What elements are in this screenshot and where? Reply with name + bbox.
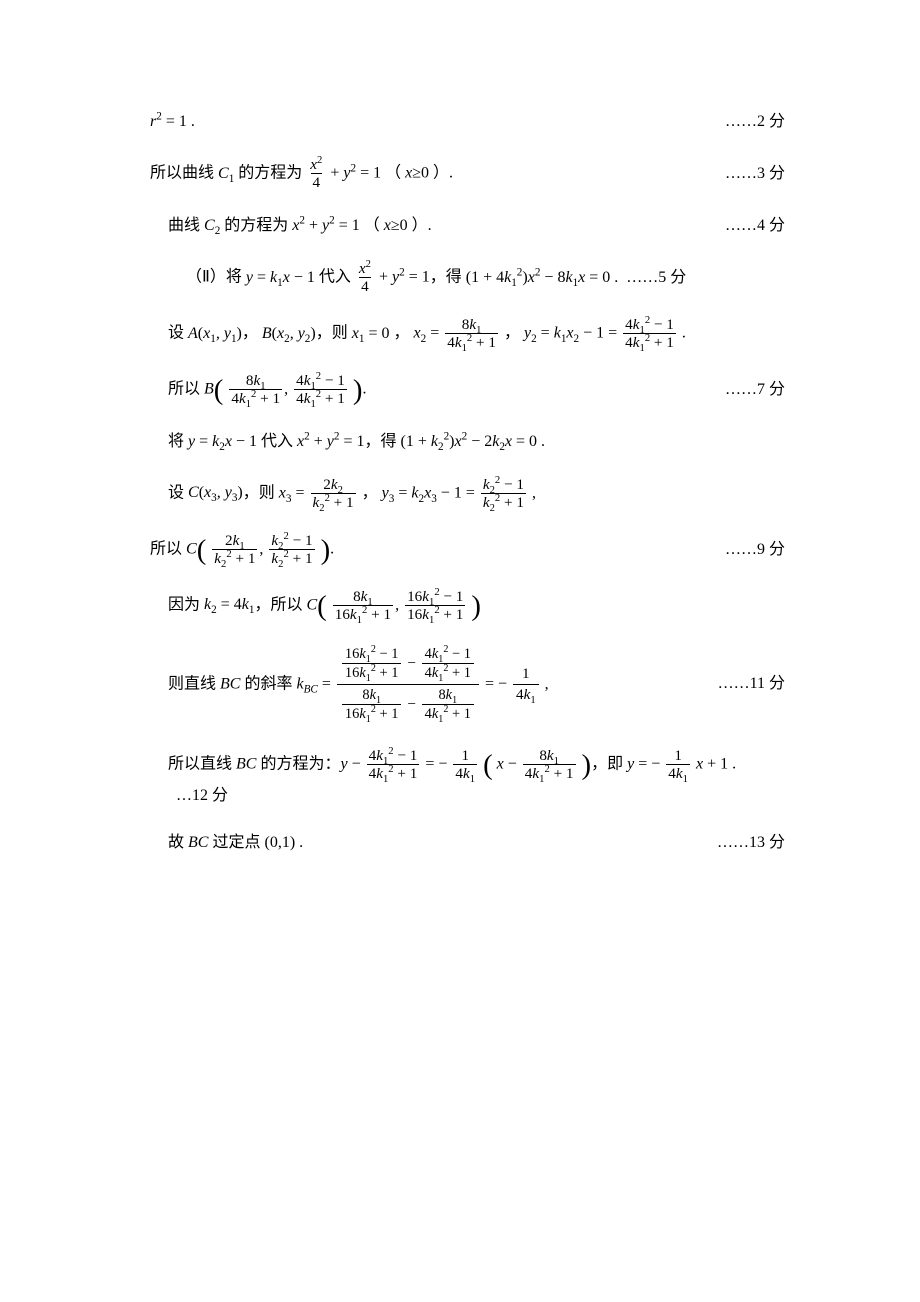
solution-line: 所以曲线 C1 的方程为 x24 + y2 = 1 （ x≥0 ）. ……3 分 [150,156,785,192]
score-marker: …12 分 [176,787,228,804]
math-expr: 曲线 C2 的方程为 x2 + y2 = 1 （ x≥0 ）. [168,213,432,239]
score-marker: ……2 分 [725,109,785,135]
solution-line: 设 C(x3, y3)，则 x3 = 2k2k22 + 1 ， y3 = k2x… [150,476,785,512]
math-expr: 所以 B( 8k14k12 + 1, 4k12 − 14k12 + 1 ). [168,372,366,408]
math-expr: （Ⅱ）将 y = k1x − 1 代入 x24 + y2 = 1，得 (1 + … [186,260,686,296]
solution-line: 所以 B( 8k14k12 + 1, 4k12 − 14k12 + 1 ). ……… [150,372,785,408]
math-expr: 所以 C( 2k1k22 + 1, k22 − 1k22 + 1 ). [150,532,334,568]
math-expr: 故 BC 过定点 (0,1) . [168,830,303,856]
solution-line: 则直线 BC 的斜率 kBC = 16k12 − 116k12 + 1 − 4k… [150,644,785,725]
math-expr: 设 C(x3, y3)，则 x3 = 2k2k22 + 1 ， y3 = k2x… [168,476,536,512]
solution-line: r2 = 1 . ……2 分 [150,108,785,136]
score-marker: ……7 分 [725,377,785,403]
math-expr: 则直线 BC 的斜率 kBC = 16k12 − 116k12 + 1 − 4k… [168,644,549,725]
solution-line: 将 y = k2x − 1 代入 x2 + y2 = 1，得 (1 + k22)… [150,428,785,456]
math-expr: 所以直线 BC 的方程为：y − 4k12 − 14k12 + 1 = − 14… [168,747,785,809]
math-expr: 因为 k2 = 4k1，所以 C( 8k116k12 + 1, 16k12 − … [168,588,481,624]
math-expr: 所以曲线 C1 的方程为 x24 + y2 = 1 （ x≥0 ）. [150,156,453,192]
score-marker: ……4 分 [725,213,785,239]
math-expr: r2 = 1 . [150,109,195,135]
solution-line: 所以 C( 2k1k22 + 1, k22 − 1k22 + 1 ). ……9 分 [150,532,785,568]
solution-line: 因为 k2 = 4k1，所以 C( 8k116k12 + 1, 16k12 − … [150,588,785,624]
score-marker: ……3 分 [725,161,785,187]
math-expr: 设 A(x1, y1)， B(x2, y2)，则 x1 = 0 ， x2 = 8… [168,316,686,352]
solution-line: 所以直线 BC 的方程为：y − 4k12 − 14k12 + 1 = − 14… [150,747,785,809]
solution-line: （Ⅱ）将 y = k1x − 1 代入 x24 + y2 = 1，得 (1 + … [150,260,785,296]
math-expr: 将 y = k2x − 1 代入 x2 + y2 = 1，得 (1 + k22)… [168,429,545,455]
score-marker: ……9 分 [725,537,785,563]
solution-body: r2 = 1 . ……2 分所以曲线 C1 的方程为 x24 + y2 = 1 （… [150,108,785,856]
solution-line: 故 BC 过定点 (0,1) . ……13 分 [150,828,785,856]
score-marker: ……13 分 [717,830,785,856]
score-marker: ……11 分 [718,671,785,697]
score-marker: ……5 分 [626,269,686,286]
solution-line: 设 A(x1, y1)， B(x2, y2)，则 x1 = 0 ， x2 = 8… [150,316,785,352]
solution-line: 曲线 C2 的方程为 x2 + y2 = 1 （ x≥0 ）. ……4 分 [150,212,785,240]
